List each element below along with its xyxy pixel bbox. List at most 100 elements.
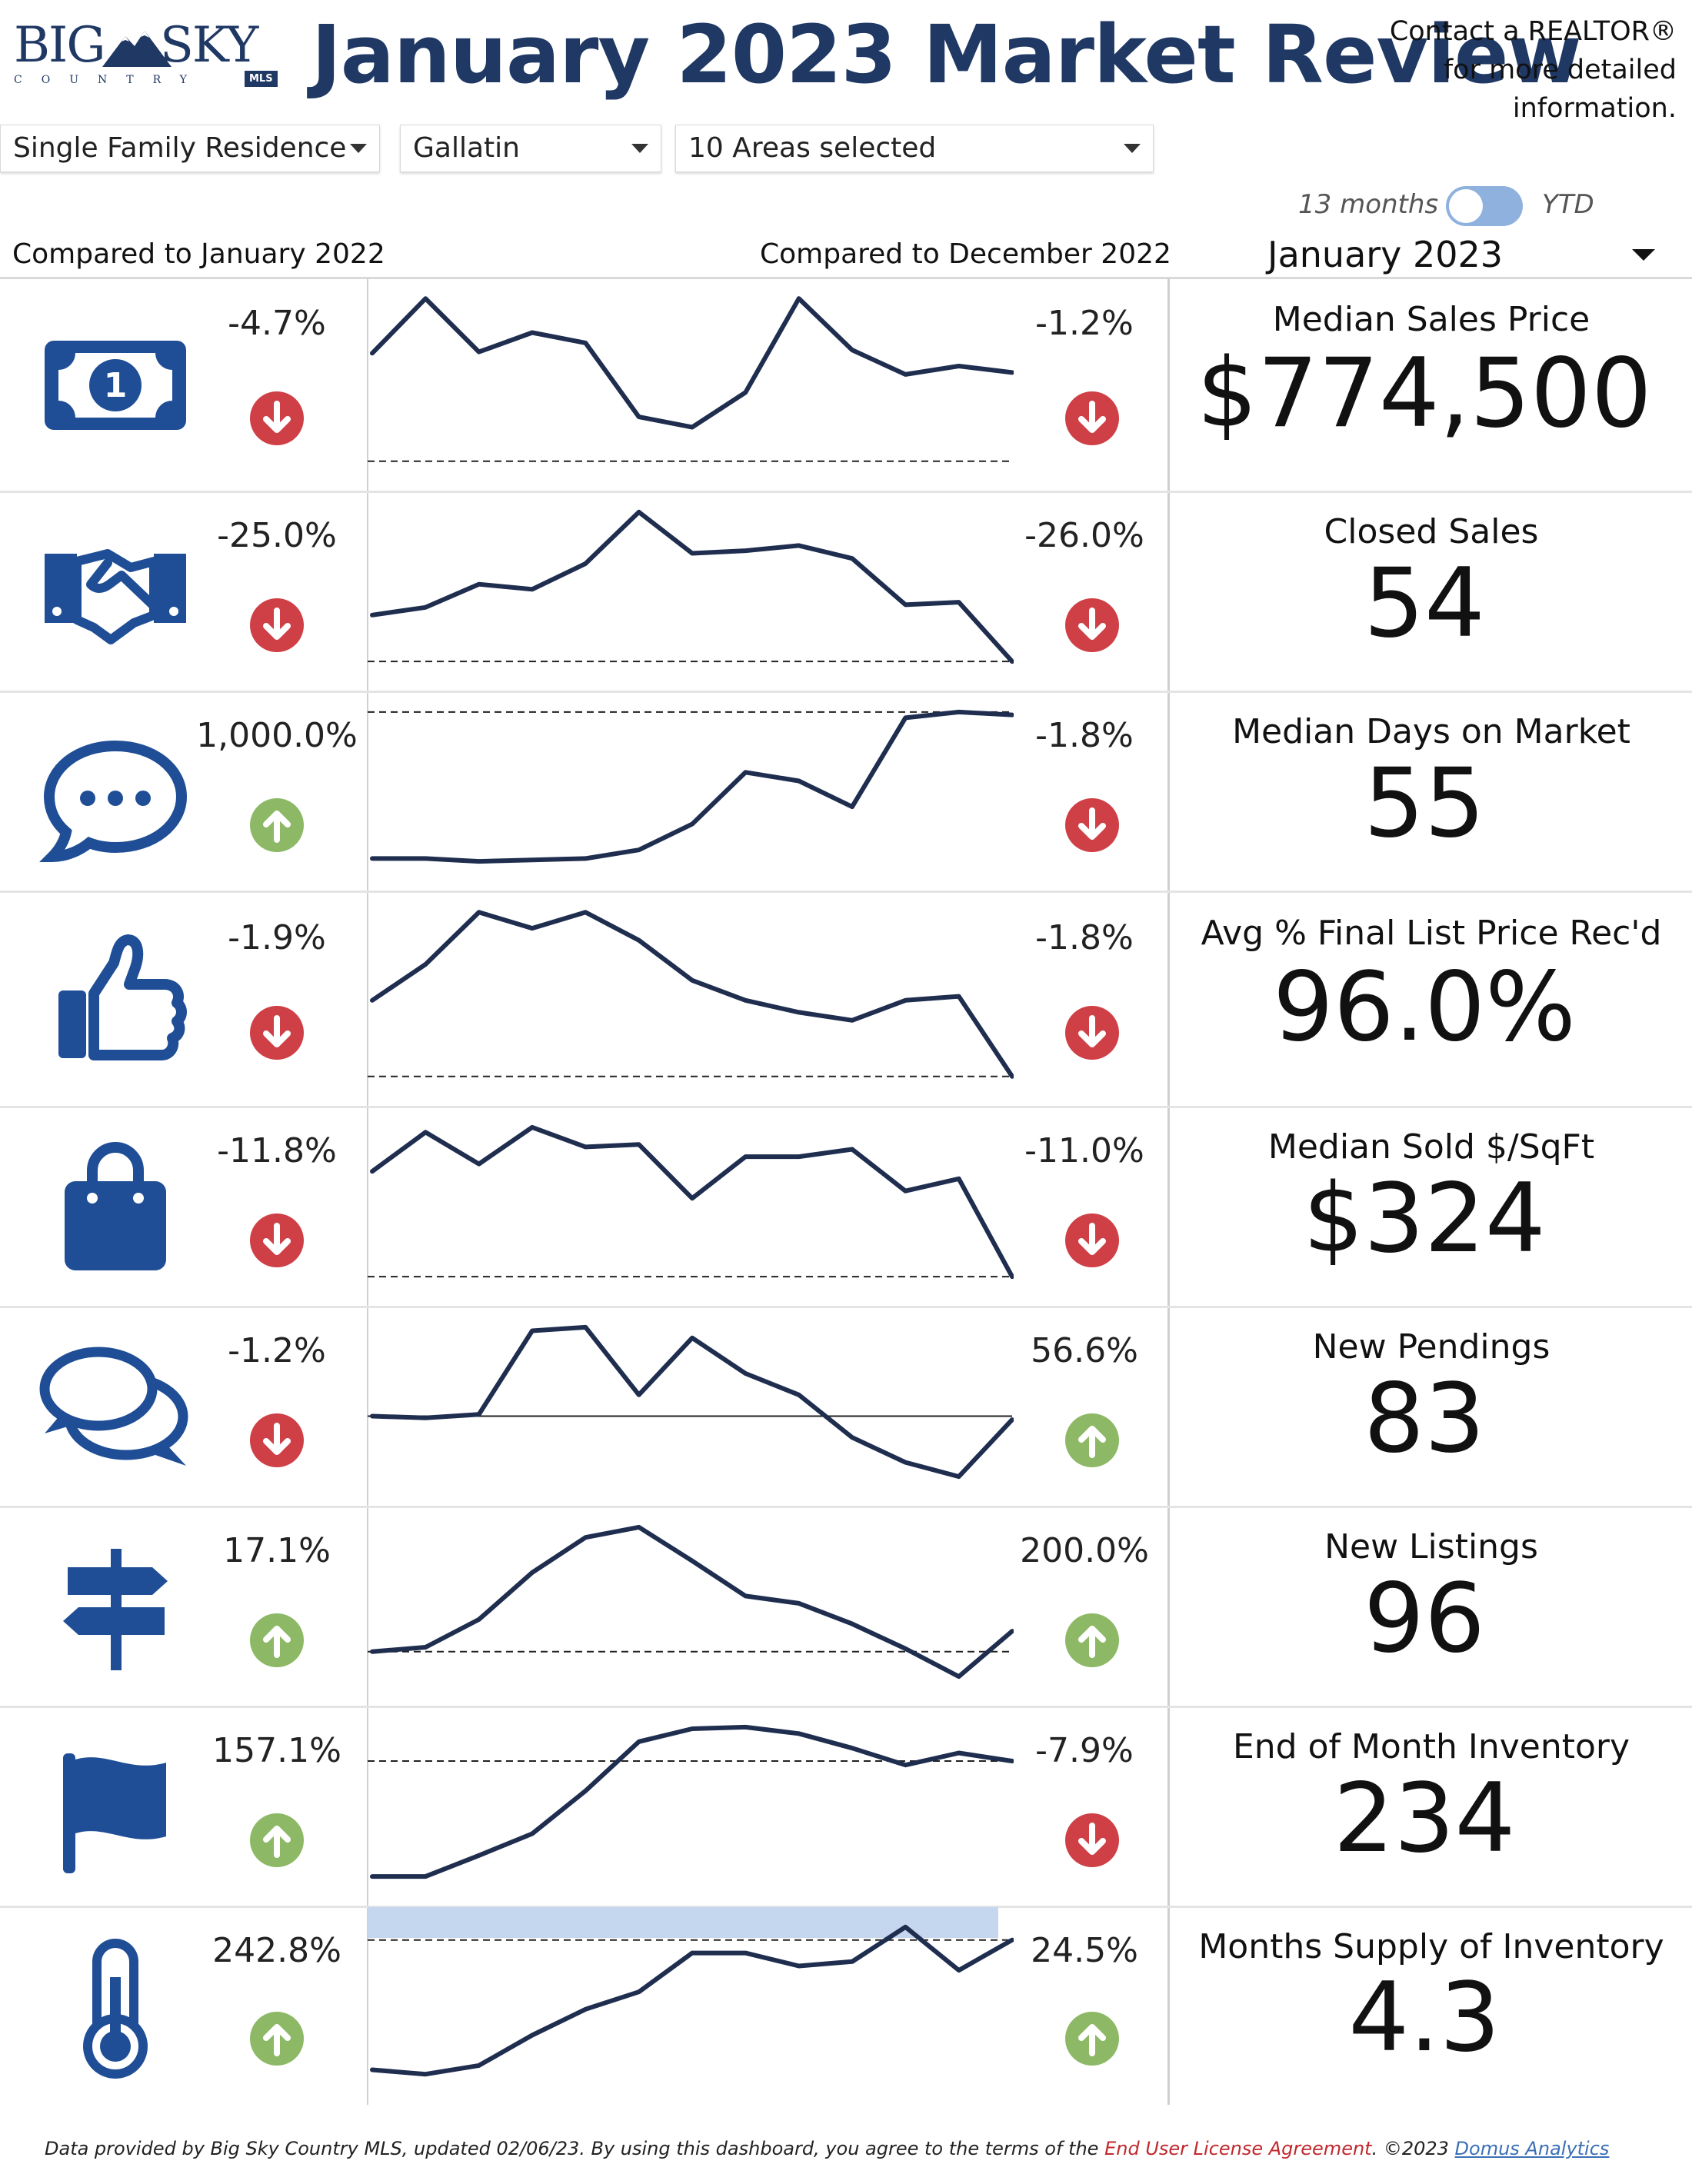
metric-title: Avg % Final List Price Rec'd (1201, 914, 1662, 953)
yoy-change: -1.2% (228, 1331, 326, 1370)
metric-row: 17.1% 200.0% New Listings 96 (0, 1507, 1692, 1708)
metric-row: 242.8% 24.5% Months Supply of Inventory … (0, 1907, 1692, 2105)
metric-row: 1,000.0% -1.8% Median Days on Market 55 (0, 692, 1692, 893)
arrow-down-icon (1065, 1214, 1119, 1267)
sparkline-chart[interactable] (368, 1507, 1014, 1707)
metric-row: -1.9% -1.8% Avg % Final List Price Rec'd… (0, 892, 1692, 1108)
yoy-change: 17.1% (223, 1531, 331, 1570)
logo-sky-text: SKY (160, 17, 258, 74)
arrow-down-icon (1065, 1813, 1119, 1867)
sparkline-chart[interactable] (368, 892, 1014, 1107)
metric-row: -11.8% -11.0% Median Sold $/SqFt $324 (0, 1107, 1692, 1308)
arrow-down-icon (250, 1006, 304, 1060)
row-divider (0, 1106, 1692, 1108)
yoy-change: 157.1% (212, 1731, 341, 1770)
arrow-down-icon (250, 598, 304, 652)
mom-change: -1.8% (1035, 716, 1134, 755)
arrow-down-icon (1065, 798, 1119, 852)
trend-line (370, 296, 1014, 430)
sparkline-chart[interactable] (368, 1907, 1014, 2105)
row-divider (0, 891, 1692, 893)
arrow-down-icon (250, 391, 304, 445)
sparkline-chart[interactable] (368, 1307, 1014, 1507)
compare-month-label: Compared to December 2022 (760, 238, 1171, 270)
metric-value: $774,500 (1197, 338, 1652, 449)
sparkline-chart[interactable] (368, 278, 1014, 492)
contact-text: Contact a REALTOR® for more detailed inf… (1389, 16, 1677, 124)
metric-title: Median Sales Price (1272, 300, 1590, 339)
page-title: January 2023 Market Review (311, 8, 1582, 102)
metric-row: 157.1% -7.9% End of Month Inventory 234 (0, 1707, 1692, 1908)
thermometer-icon (31, 1929, 200, 2083)
row-divider (0, 1506, 1692, 1508)
county-dropdown[interactable]: Gallatin (400, 125, 661, 172)
mom-change: 24.5% (1031, 1931, 1138, 1970)
row-divider (0, 1906, 1692, 1908)
trend-line (370, 1924, 1014, 2077)
arrow-down-icon (1065, 391, 1119, 445)
chevron-down-icon (350, 144, 367, 153)
metric-value: 234 (1333, 1763, 1516, 1874)
big-sky-logo[interactable]: BIG SKY COUNTRY MLS (14, 17, 283, 94)
metric-row: -1.2% 56.6% New Pendings 83 (0, 1307, 1692, 1508)
column-divider-left (367, 278, 368, 2105)
metric-value: 55 (1364, 748, 1485, 859)
trend-line (370, 509, 1014, 664)
trend-line (370, 910, 1014, 1079)
trend-line (370, 709, 1014, 864)
chevron-down-icon (1632, 249, 1655, 261)
money-bill-icon: 1 (31, 308, 200, 462)
month-value: January 2023 (1267, 234, 1504, 275)
yoy-change: -11.8% (217, 1131, 337, 1170)
footer: Data provided by Big Sky Country MLS, up… (45, 2138, 1609, 2159)
arrow-up-icon (250, 1613, 304, 1667)
toggle-ytd-label: YTD (1542, 189, 1594, 220)
mom-change: 200.0% (1020, 1531, 1149, 1570)
yoy-change: -1.9% (228, 918, 326, 957)
metric-value: 96 (1364, 1563, 1485, 1674)
period-toggle[interactable] (1446, 186, 1523, 226)
footer-text: Data provided by Big Sky Country MLS, up… (45, 2138, 1105, 2159)
metric-value: 4.3 (1348, 1963, 1500, 2073)
arrow-down-icon (250, 1413, 304, 1467)
chevron-down-icon (631, 144, 648, 153)
arrow-up-icon (1065, 2012, 1119, 2066)
mom-change: -1.2% (1035, 304, 1134, 343)
shopping-bag-icon (31, 1130, 200, 1284)
mom-change: 56.6% (1031, 1331, 1138, 1370)
arrow-up-icon (250, 2012, 304, 2066)
mom-change: -1.8% (1035, 918, 1134, 957)
metric-title: Median Days on Market (1232, 712, 1630, 751)
thumbs-up-icon (31, 923, 200, 1077)
row-divider (0, 1706, 1692, 1708)
compare-year-label: Compared to January 2022 (12, 238, 385, 270)
county-value: Gallatin (413, 132, 520, 164)
table-top-divider (0, 277, 1692, 279)
toggle-knob (1449, 189, 1483, 223)
month-dropdown[interactable]: January 2023 (1267, 234, 1660, 277)
sparkline-chart[interactable] (368, 1707, 1014, 1907)
arrow-up-icon (1065, 1413, 1119, 1467)
sparkline-chart[interactable] (368, 1107, 1014, 1307)
row-divider (0, 491, 1692, 493)
metric-value: 96.0% (1273, 952, 1576, 1063)
areas-dropdown[interactable]: 10 Areas selected (675, 125, 1154, 172)
row-divider (0, 1306, 1692, 1308)
domus-analytics-link[interactable]: Domus Analytics (1454, 2138, 1610, 2159)
trend-line (370, 1124, 1014, 1280)
eula-link[interactable]: End User License Agreement (1104, 2138, 1372, 2159)
svg-text:1: 1 (104, 366, 128, 405)
arrow-up-icon (1065, 1613, 1119, 1667)
handshake-icon (31, 515, 200, 669)
metric-title: New Pendings (1312, 1327, 1550, 1367)
signpost-icon (31, 1530, 200, 1684)
highlight-band (368, 1907, 998, 1938)
header: BIG SKY COUNTRY MLS January 2023 Market … (0, 0, 1692, 124)
property-type-dropdown[interactable]: Single Family Residence (0, 125, 380, 172)
metric-title: Months Supply of Inventory (1198, 1927, 1664, 1966)
trend-line (370, 1524, 1014, 1680)
arrow-up-icon (250, 1813, 304, 1867)
sparkline-chart[interactable] (368, 492, 1014, 692)
sparkline-chart[interactable] (368, 692, 1014, 892)
row-divider (0, 691, 1692, 693)
